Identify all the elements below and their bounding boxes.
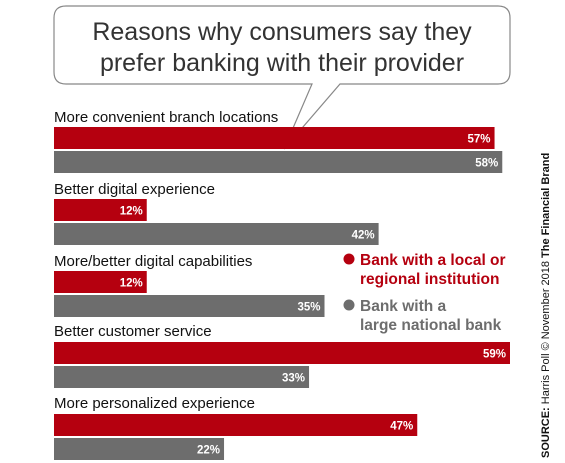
- category-label: More/better digital capabilities: [54, 253, 252, 270]
- category-label: More convenient branch locations: [54, 109, 278, 126]
- title-bubble-shape: [53, 5, 511, 150]
- bar-national: [54, 366, 310, 388]
- bar-value-label: 35%: [297, 302, 320, 314]
- bar-value-label: 12%: [120, 206, 143, 218]
- bar-value-label: 33%: [282, 373, 305, 385]
- bar-local: [54, 271, 147, 293]
- bar-local: [54, 342, 510, 364]
- chart-title-line-1: Reasons why consumers say they: [92, 18, 472, 46]
- bar-national: [54, 295, 325, 317]
- legend-marker-local: [343, 253, 355, 265]
- category-label: More personalized experience: [54, 395, 255, 412]
- bar-value-label: 57%: [468, 134, 491, 146]
- bar-local: [54, 414, 418, 436]
- bar-value-label: 42%: [352, 230, 375, 242]
- legend-label-national-line-1: Bank with a: [360, 298, 447, 315]
- bar-national: [54, 223, 379, 245]
- bar-national: [54, 438, 225, 460]
- bar-value-label: 58%: [475, 158, 498, 170]
- bar-local: [54, 127, 495, 149]
- source-note: SOURCE: Harris Poll © November 2018 The …: [540, 153, 552, 458]
- bars-group: 57% 58% 12% 42% 12% 35% 59% 33% 47% 22%: [54, 127, 510, 460]
- bar-value-label: 22%: [197, 445, 220, 457]
- legend: Bank with a local or regional institutio…: [343, 252, 506, 334]
- bar-national: [54, 151, 503, 173]
- title-bubble: Reasons why consumers say they prefer ba…: [53, 5, 511, 150]
- bar-value-label: 47%: [390, 421, 413, 433]
- legend-label-local-line-1: Bank with a local or: [360, 252, 506, 269]
- bar-local: [54, 199, 147, 221]
- legend-label-local-line-2: regional institution: [360, 271, 500, 288]
- bar-value-label: 12%: [120, 278, 143, 290]
- category-label: Better digital experience: [54, 181, 215, 198]
- legend-marker-national: [343, 299, 355, 311]
- chart-title-line-2: prefer banking with their provider: [100, 49, 464, 77]
- legend-label-national-line-2: large national bank: [360, 317, 502, 334]
- category-label: Better customer service: [54, 323, 212, 340]
- bar-value-label: 59%: [483, 349, 506, 361]
